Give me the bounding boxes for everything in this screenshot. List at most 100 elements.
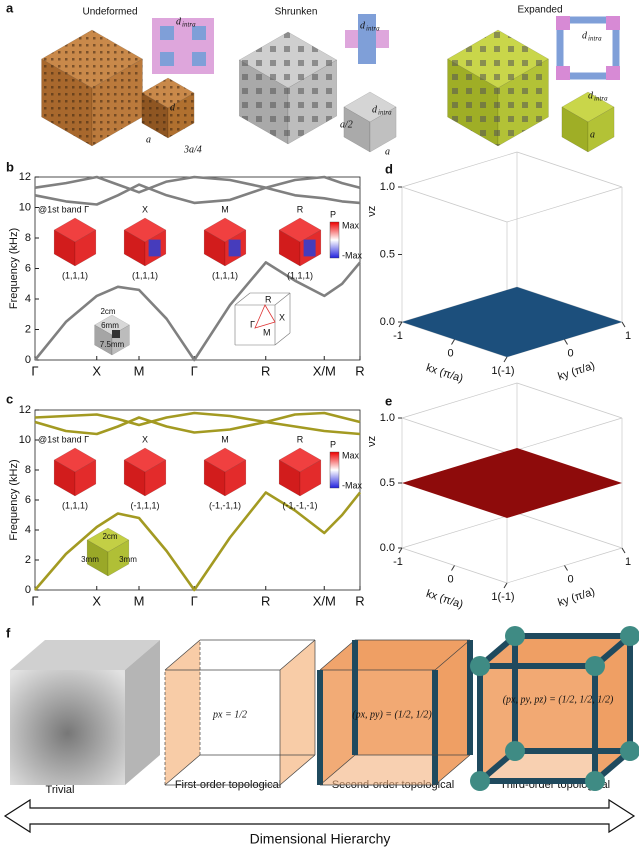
x-tick (503, 582, 508, 589)
band-line (34, 411, 361, 427)
sample-dimension: 2cm (100, 307, 115, 316)
symbol-subscript: intra (588, 35, 602, 43)
polarization-label: (-1,-1,-1) (282, 500, 317, 510)
symbol-subscript: intra (366, 25, 380, 33)
cube-edge (319, 754, 356, 786)
z-tick-label: 0.5 (380, 248, 395, 260)
plane (402, 287, 622, 357)
symbol: d (588, 90, 594, 101)
sample-dimension: 3mm (81, 555, 99, 564)
structure-title: Undeformed (82, 7, 137, 18)
polarization-label: (1,1,1) (287, 270, 313, 280)
x-tick (398, 321, 403, 328)
cube-face (125, 640, 160, 785)
mode-label: M (221, 434, 229, 444)
polarization-equation: (px, py, pz) = (1/2, 1/2, 1/2) (503, 694, 614, 705)
box-edge (401, 151, 518, 188)
cube-edge (434, 754, 471, 786)
polarization-equation: px = 1/2 (212, 709, 247, 720)
double-arrow (3, 798, 636, 834)
symbol-subscript: intra (378, 109, 392, 117)
band-line (34, 175, 361, 194)
cube-texture (239, 32, 337, 88)
y-tick-label: 8 (25, 464, 31, 476)
x-tick-label: -1 (393, 330, 403, 342)
colorbar-min: -Max (342, 480, 362, 490)
band-line (34, 416, 361, 436)
cube-face (10, 670, 125, 785)
cube-face (144, 459, 167, 497)
y-tick-label: 6 (25, 494, 31, 506)
band-line (33, 261, 361, 362)
z-tick-label: 1.0 (380, 181, 395, 193)
y-tick-label: 0 (25, 584, 31, 596)
cube-texture (447, 30, 549, 88)
bz-label: Γ (250, 319, 255, 329)
x-tick-label: X (92, 593, 101, 608)
bz-label: X (279, 312, 285, 322)
band-line (34, 491, 362, 592)
cube-edge (164, 639, 201, 671)
x-tick (398, 547, 403, 554)
y-tick-label: 0 (567, 347, 573, 359)
y-tick-label: 12 (19, 404, 31, 416)
box-edge (516, 151, 623, 188)
sample-dimension: 2cm (102, 532, 117, 541)
mode-label: R (297, 204, 304, 214)
x-tick-label: M (134, 363, 145, 378)
colorbar-min: -Max (342, 250, 362, 260)
cube-texture (239, 60, 288, 144)
x-tick-label: Γ (31, 593, 38, 608)
y-tick-label: 4 (25, 293, 31, 305)
cube-face (299, 459, 322, 497)
mode-label: R (297, 434, 304, 444)
x-tick-label: Γ (191, 363, 198, 378)
z-axis-label: νz (366, 206, 378, 217)
cube-face (107, 539, 130, 577)
bz-edge (234, 292, 251, 306)
symbol: d (582, 30, 588, 41)
dimension: d (170, 102, 176, 113)
box-edge (506, 417, 623, 454)
cube-edge (279, 754, 316, 786)
cube-texture (447, 59, 498, 146)
colorbar-title: P (330, 439, 336, 449)
bz-label: R (265, 294, 272, 304)
band-line (34, 183, 361, 206)
symbol: d (360, 20, 366, 31)
polarization-label: (-1,1,1) (130, 500, 159, 510)
x-tick (451, 565, 455, 571)
corner-sphere (620, 741, 639, 761)
x-tick-label: R (355, 363, 364, 378)
panel-label: a (6, 0, 14, 15)
y-tick (564, 565, 568, 571)
panel-label: c (6, 391, 13, 406)
cube-texture (288, 60, 337, 144)
x-tick-label: R (355, 593, 364, 608)
cube-edge (434, 639, 471, 671)
mode-label: X (142, 204, 148, 214)
cube-face (280, 640, 315, 785)
cube-texture (141, 93, 168, 138)
corner-sphere (470, 656, 490, 676)
x-tick-label: 1(-1) (491, 591, 514, 603)
x-axis-label: kx (π/a) (425, 588, 465, 611)
structure-title: Expanded (517, 5, 562, 16)
cube-face (10, 640, 160, 670)
x-tick-label: X/M (313, 363, 336, 378)
cube-face (224, 459, 247, 497)
plane (402, 448, 622, 518)
band-label: @1st band Γ (38, 434, 89, 444)
hierarchy-label: Dimensional Hierarchy (250, 831, 391, 847)
corner-sphere (505, 741, 525, 761)
box-edge (401, 512, 518, 549)
x-tick (451, 339, 455, 345)
bz-edge (274, 332, 291, 346)
cube-face (74, 459, 97, 497)
x-tick-label: M (134, 593, 145, 608)
y-tick (621, 321, 626, 328)
x-axis-label: kx (π/a) (425, 362, 465, 385)
y-axis-label: ky (π/a) (556, 586, 596, 609)
y-tick (621, 547, 626, 554)
